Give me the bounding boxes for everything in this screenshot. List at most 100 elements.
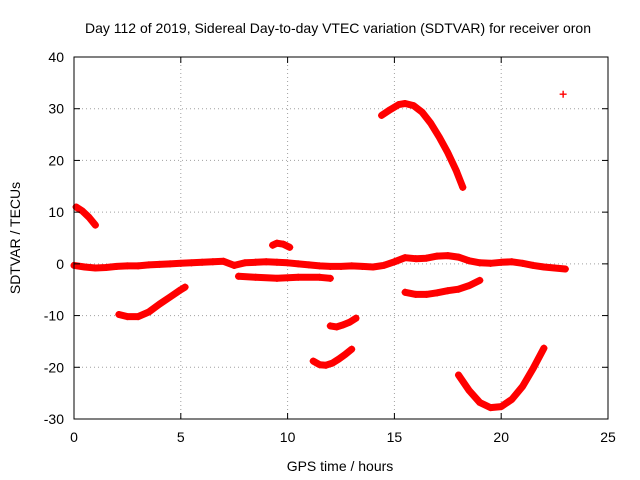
data-point xyxy=(177,286,185,294)
series-0-trace xyxy=(70,257,238,272)
data-point xyxy=(418,108,426,116)
x-tick-label: 20 xyxy=(493,429,509,445)
data-point xyxy=(412,255,420,263)
data-point xyxy=(444,149,452,157)
data-point xyxy=(386,106,394,114)
data-point xyxy=(380,261,388,269)
data-point xyxy=(476,276,484,284)
series-3 xyxy=(115,283,189,321)
y-axis-label: SDTVAR / TECUs xyxy=(7,182,23,294)
chart-title: Day 112 of 2019, Sidereal Day-to-day VTE… xyxy=(85,20,591,36)
series-8 xyxy=(378,100,467,191)
data-point xyxy=(145,261,153,269)
data-point xyxy=(155,300,163,308)
series-2-trace xyxy=(72,203,99,229)
series-1-trace xyxy=(230,252,569,273)
data-point xyxy=(85,213,93,221)
data-point xyxy=(551,264,559,272)
data-point xyxy=(177,259,185,267)
data-point xyxy=(559,90,567,98)
data-point xyxy=(123,262,131,270)
data-point xyxy=(209,258,217,266)
data-point xyxy=(322,361,330,369)
data-point xyxy=(234,272,242,280)
data-point xyxy=(166,293,174,301)
data-point xyxy=(410,102,418,110)
data-point xyxy=(316,273,324,281)
data-point xyxy=(540,344,548,352)
data-point xyxy=(508,258,516,266)
data-point xyxy=(181,283,189,291)
axis-ticks xyxy=(73,56,609,420)
data-point xyxy=(273,274,281,282)
data-point xyxy=(435,133,443,141)
series-4 xyxy=(234,272,334,282)
data-point xyxy=(487,404,495,412)
data-point xyxy=(337,262,345,270)
data-point xyxy=(91,264,99,272)
x-tick-label: 0 xyxy=(70,429,78,445)
data-point xyxy=(454,285,462,293)
data-point xyxy=(508,395,516,403)
data-point xyxy=(519,382,527,390)
data-point xyxy=(341,350,349,358)
data-point xyxy=(358,262,366,270)
y-tick-label: -10 xyxy=(44,308,64,324)
data-point xyxy=(91,221,99,229)
data-point xyxy=(487,259,495,267)
y-tick-label: -30 xyxy=(44,411,64,427)
series-0 xyxy=(70,257,238,272)
x-tick-label: 10 xyxy=(280,429,296,445)
y-tick-label: 40 xyxy=(48,49,64,65)
data-point xyxy=(465,387,473,395)
data-point xyxy=(316,361,324,369)
data-point xyxy=(134,262,142,270)
data-point xyxy=(198,258,206,266)
series-5 xyxy=(269,239,294,251)
data-point xyxy=(529,364,537,372)
data-point xyxy=(369,263,377,271)
data-point xyxy=(123,313,131,321)
x-tick-label: 15 xyxy=(387,429,403,445)
series-9 xyxy=(401,276,484,298)
data-point xyxy=(273,258,281,266)
data-point xyxy=(328,359,336,367)
data-point xyxy=(459,183,467,191)
data-point xyxy=(433,252,441,260)
data-point xyxy=(316,262,324,270)
data-point xyxy=(81,263,89,271)
data-point xyxy=(252,273,260,281)
data-point xyxy=(309,357,317,365)
data-series xyxy=(70,90,569,412)
data-point xyxy=(540,263,548,271)
data-point xyxy=(497,258,505,266)
data-point xyxy=(145,308,153,316)
data-point xyxy=(166,260,174,268)
x-tick-label: 25 xyxy=(600,429,616,445)
data-point xyxy=(346,318,354,326)
series-2 xyxy=(72,203,99,229)
y-tick-label: 0 xyxy=(56,256,64,272)
data-point xyxy=(348,262,356,270)
data-point xyxy=(454,253,462,261)
data-point xyxy=(497,403,505,411)
data-point xyxy=(422,254,430,262)
series-7 xyxy=(326,314,360,331)
tick-labels: 0 5 10 15 20 25 -30 -20 -10 0 10 20 30 40 xyxy=(44,49,616,445)
series-10 xyxy=(454,344,548,412)
data-point xyxy=(454,371,462,379)
series-8-trace xyxy=(378,100,467,191)
data-point xyxy=(529,261,537,269)
x-axis-label: GPS time / hours xyxy=(287,458,394,474)
y-tick-label: 30 xyxy=(48,101,64,117)
data-point xyxy=(395,101,403,109)
data-point xyxy=(335,355,343,363)
data-point xyxy=(378,111,386,119)
data-point xyxy=(352,314,360,322)
data-point xyxy=(476,259,484,267)
data-point xyxy=(284,259,292,267)
data-point xyxy=(241,259,249,267)
data-point xyxy=(348,345,356,353)
data-point xyxy=(187,259,195,267)
data-point xyxy=(465,257,473,265)
